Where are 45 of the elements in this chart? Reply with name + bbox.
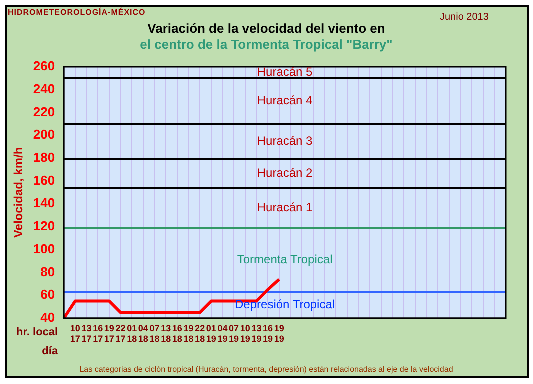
chart-subtitle: el centro de la Tormenta Tropical "Barry" [139, 37, 394, 52]
y-tick-label: 240 [33, 81, 56, 96]
ref-line-label: Tormenta Tropical [237, 252, 333, 266]
text: Las categorias de ciclón tropical (Huracán, tormenta, depresión) están relacionadas al eje de la velocidad [78, 365, 454, 374]
x-axis-title: hr. local día [16, 326, 59, 358]
x-tick-label: 07 18 [150, 323, 160, 344]
x-tick-label: 01 19 [206, 323, 216, 344]
text: HIDROMETEOROLOGÍA-MÉXICO [8, 8, 146, 17]
x-tick-label: 22 18 [195, 323, 206, 344]
x-tick-label: 07 19 [229, 323, 240, 344]
y-axis-title: Velocidad, km/h [12, 147, 26, 238]
annotation: Depresión Tropical [235, 298, 336, 312]
y-tick-label: 140 [33, 196, 56, 211]
ref-line-label: Huracán 4 [257, 94, 314, 108]
chart-title: Variación de la velocidad del viento en [148, 21, 386, 36]
x-tick-label: 13 17 [82, 323, 92, 344]
x-tick-label: 10 17 [70, 323, 80, 344]
x-tick-label: 22 17 [116, 323, 126, 344]
ref-line-label: Huracán 3 [257, 134, 314, 148]
y-tick-label: 160 [33, 172, 56, 188]
x-tick-label: 19 17 [104, 323, 114, 344]
x-tick-label: 13 18 [161, 323, 172, 344]
y-tick-label: 200 [33, 127, 56, 142]
x-tick-label: 19 19 [274, 323, 284, 344]
x-tick-label: 04 18 [138, 323, 148, 344]
ref-line-label: Huracán 1 [257, 200, 314, 214]
x-tick-label: 10 19 [240, 323, 250, 344]
y-tick-label: 100 [33, 241, 56, 256]
y-tick-label: 180 [33, 150, 56, 165]
x-tick-label: 19 18 [184, 323, 194, 344]
x-tick-label: 16 17 [93, 323, 104, 344]
x-tick-label: 04 19 [218, 323, 228, 344]
ref-line-label: Huracán 5 [257, 65, 314, 80]
y-tick-label: 220 [33, 104, 56, 120]
x-tick-label: 16 18 [172, 323, 182, 344]
x-tick-label: 16 19 [263, 323, 274, 344]
text: Junio 2013 [440, 12, 489, 23]
y-tick-label: 120 [33, 218, 56, 234]
y-tick-label: 40 [40, 310, 56, 325]
y-tick-label: 260 [33, 58, 56, 74]
ref-line-label: Huracán 2 [257, 166, 314, 180]
x-tick-label: 13 19 [252, 323, 262, 344]
y-tick-label: 80 [40, 264, 56, 280]
x-tick-label: 01 18 [127, 323, 138, 344]
y-tick-label: 60 [40, 287, 56, 302]
